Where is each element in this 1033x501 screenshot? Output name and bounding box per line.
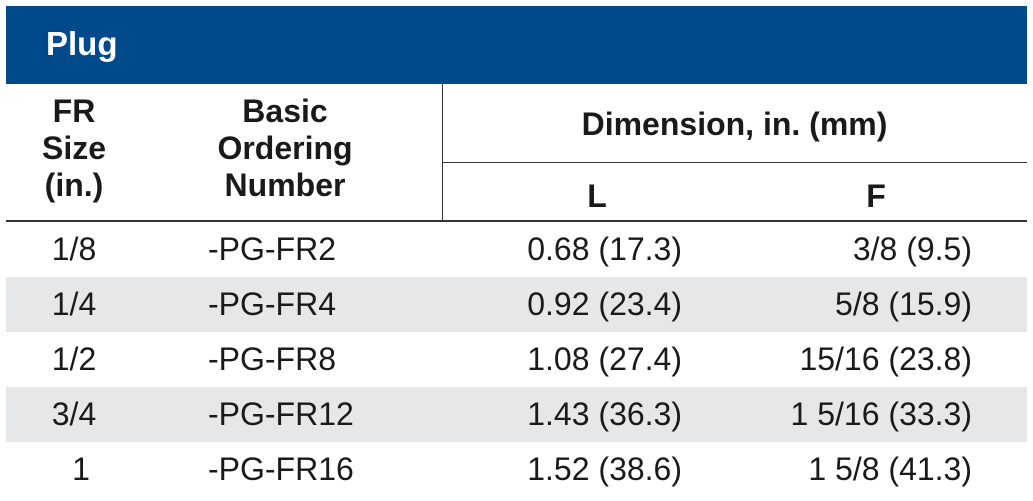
header-bottom-rule bbox=[6, 220, 1027, 222]
size-cell: 1/8 bbox=[51, 231, 97, 267]
dimension-f-cell: 1 5/8 (41.3) bbox=[808, 451, 972, 487]
dimension-f-cell: 1 5/16 (33.3) bbox=[790, 396, 972, 432]
dimension-f-cell: 15/16 (23.8) bbox=[799, 341, 972, 377]
table-title: Plug bbox=[46, 25, 118, 62]
table-row: 3/4 -PG-FR12 1.43 (36.3) 1 5/16 (33.3) bbox=[6, 387, 1027, 442]
header-column-divider bbox=[442, 84, 443, 220]
table-header: FR Size (in.) Basic Ordering Number Dime… bbox=[6, 84, 1027, 220]
size-cell: 1/2 bbox=[51, 341, 97, 377]
plug-table: Plug FR Size (in.) Basic Ordering Number… bbox=[6, 6, 1027, 495]
ordering-number-cell: -PG-FR4 bbox=[208, 286, 336, 322]
table-row: 1/8 -PG-FR2 0.68 (17.3) 3/8 (9.5) bbox=[6, 222, 1027, 277]
title-bar: Plug bbox=[6, 6, 1027, 84]
header-dimension: Dimension, in. (mm) bbox=[581, 106, 888, 142]
ordering-number-cell: -PG-FR16 bbox=[208, 451, 354, 487]
header-size-line-3: (in.) bbox=[44, 167, 104, 203]
header-size-line-1: FR bbox=[52, 93, 96, 129]
header-order-line-2: Ordering bbox=[217, 130, 353, 166]
table-row: 1 -PG-FR16 1.52 (38.6) 1 5/8 (41.3) bbox=[6, 442, 1027, 497]
ordering-number-cell: -PG-FR12 bbox=[208, 396, 354, 432]
ordering-number-cell: -PG-FR8 bbox=[208, 341, 336, 377]
table-row: 1/4 -PG-FR4 0.92 (23.4) 5/8 (15.9) bbox=[6, 277, 1027, 332]
dimension-l-cell: 1.52 (38.6) bbox=[527, 451, 682, 487]
header-sub-divider bbox=[442, 162, 1027, 163]
header-order-line-1: Basic bbox=[242, 93, 328, 129]
header-size: FR Size (in.) bbox=[6, 93, 142, 204]
size-cell: 1/4 bbox=[51, 286, 97, 322]
dimension-f-cell: 3/8 (9.5) bbox=[852, 231, 972, 267]
size-cell: 1 bbox=[72, 451, 90, 487]
dimension-l-cell: 1.43 (36.3) bbox=[527, 396, 682, 432]
header-ordering-number: Basic Ordering Number bbox=[156, 93, 414, 204]
dimension-f-cell: 5/8 (15.9) bbox=[835, 286, 972, 322]
header-order-line-3: Number bbox=[224, 167, 346, 203]
dimension-l-cell: 0.68 (17.3) bbox=[527, 231, 682, 267]
header-l: L bbox=[587, 178, 607, 214]
header-size-line-2: Size bbox=[41, 130, 107, 166]
size-cell: 3/4 bbox=[51, 396, 97, 432]
table-row: 1/2 -PG-FR8 1.08 (27.4) 15/16 (23.8) bbox=[6, 332, 1027, 387]
header-f: F bbox=[866, 178, 886, 214]
dimension-l-cell: 0.92 (23.4) bbox=[527, 286, 682, 322]
dimension-l-cell: 1.08 (27.4) bbox=[527, 341, 682, 377]
ordering-number-cell: -PG-FR2 bbox=[208, 231, 336, 267]
